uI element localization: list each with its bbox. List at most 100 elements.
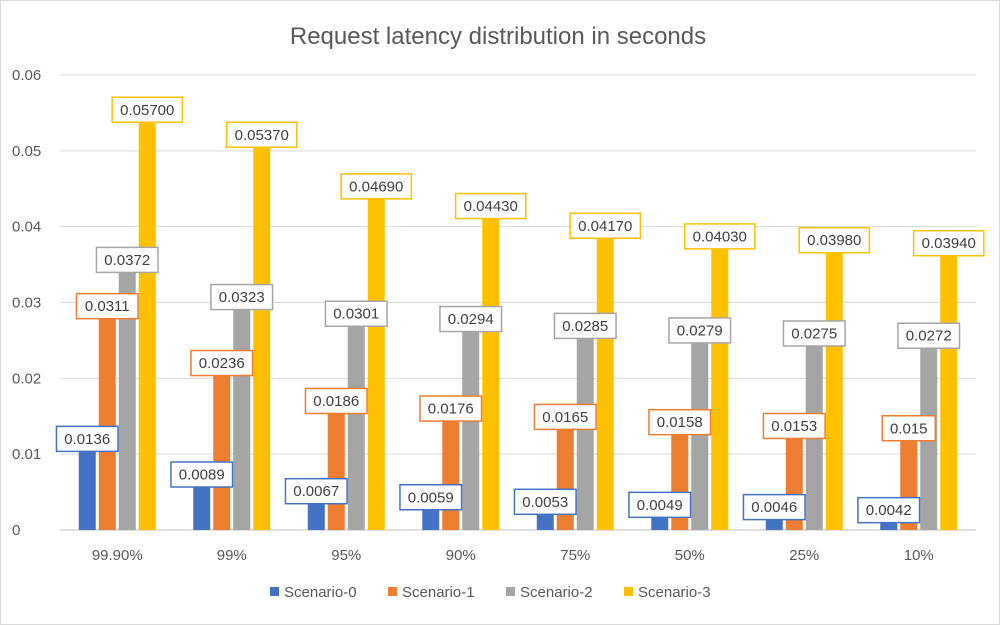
x-category-label: 10% <box>904 547 934 564</box>
data-label-text: 0.04430 <box>464 198 518 215</box>
x-axis-categories: 99.90% 99% 95% 90% 75% 50% 25% 10% <box>92 547 934 564</box>
data-label-box <box>170 461 234 488</box>
data-label-text: 0.03940 <box>922 235 976 252</box>
data-label-box <box>454 192 527 220</box>
data-label-scenario-1: 0.0153 <box>762 412 826 440</box>
y-tick-label: 0 <box>12 522 20 539</box>
bar-scenario-3 <box>596 213 614 530</box>
data-label-scenario-2: 0.0372 <box>95 246 159 274</box>
x-category-label: 90% <box>446 547 476 564</box>
legend-label: Scenario-0 <box>284 584 357 601</box>
data-label-text: 0.015 <box>890 420 928 437</box>
bar-scenario-3 <box>367 174 385 530</box>
legend-item-scenario-2: Scenario-2 <box>506 584 593 601</box>
bar-scenario-0 <box>78 426 96 530</box>
data-label-text: 0.0294 <box>448 311 494 328</box>
data-label-box <box>225 121 298 149</box>
legend-item-scenario-3: Scenario-3 <box>624 584 711 601</box>
data-label-scenario-0: 0.0049 <box>628 491 692 519</box>
data-label-text: 0.04030 <box>693 228 747 245</box>
legend-swatch <box>624 587 633 596</box>
data-label-box <box>75 292 139 320</box>
data-label-box <box>340 173 413 200</box>
data-label-text: 0.0311 <box>85 298 130 315</box>
data-label-text: 0.0067 <box>293 483 339 500</box>
data-label-box <box>324 300 388 327</box>
data-labels: 0.0136 0.0311 0.0372 0.05700 0.0089 0.0236 0.0… <box>55 96 985 524</box>
data-label-scenario-0: 0.0046 <box>742 493 806 521</box>
legend-label: Scenario-1 <box>402 584 475 601</box>
data-label-box <box>210 283 274 311</box>
bar-scenario-2 <box>347 301 365 530</box>
legend-item-scenario-0: Scenario-0 <box>270 584 357 601</box>
data-label-scenario-2: 0.0275 <box>782 320 846 347</box>
data-label-scenario-3: 0.04690 <box>340 173 413 200</box>
y-tick-label: 0.02 <box>12 370 41 387</box>
data-label-text: 0.0049 <box>637 497 683 514</box>
legend-label: Scenario-3 <box>638 584 711 601</box>
data-label-box <box>419 395 483 422</box>
data-label-scenario-3: 0.03980 <box>798 226 871 254</box>
x-category-label: 99.90% <box>92 547 143 564</box>
data-label-box <box>111 96 184 123</box>
x-category-label: 50% <box>675 547 705 564</box>
data-label-text: 0.0165 <box>542 409 588 426</box>
data-label-scenario-1: 0.0236 <box>190 349 254 377</box>
x-category-label: 95% <box>331 547 361 564</box>
data-label-box <box>798 226 871 254</box>
data-label-scenario-0: 0.0059 <box>399 484 463 511</box>
data-label-text: 0.0046 <box>751 499 797 516</box>
data-label-text: 0.0158 <box>657 414 703 431</box>
legend-swatch <box>270 587 279 596</box>
data-label-box <box>533 403 597 431</box>
y-tick-label: 0.03 <box>12 295 41 312</box>
data-label-box <box>881 415 936 442</box>
data-label-text: 0.04690 <box>349 178 403 195</box>
y-tick-label: 0.06 <box>12 67 41 84</box>
bar-scenario-2 <box>233 285 251 530</box>
y-axis-ticks: 0 0.01 0.02 0.03 0.04 0.05 0.06 <box>12 67 41 539</box>
data-label-scenario-1: 0.0176 <box>419 395 483 422</box>
data-label-scenario-2: 0.0323 <box>210 283 274 311</box>
data-label-text: 0.0059 <box>408 489 454 506</box>
data-label-text: 0.05700 <box>120 102 174 119</box>
data-label-scenario-0: 0.0042 <box>857 496 921 524</box>
data-label-scenario-3: 0.04030 <box>683 223 756 250</box>
data-label-box <box>628 491 692 519</box>
data-label-scenario-1: 0.0158 <box>648 408 712 436</box>
data-label-scenario-2: 0.0272 <box>897 322 961 349</box>
data-label-scenario-2: 0.0279 <box>668 317 732 344</box>
legend-item-scenario-1: Scenario-1 <box>388 584 475 601</box>
data-label-scenario-3: 0.05700 <box>111 96 184 123</box>
data-label-text: 0.0186 <box>313 393 359 410</box>
data-label-box <box>399 484 463 511</box>
gridlines <box>60 74 976 531</box>
data-label-scenario-1: 0.0165 <box>533 403 597 431</box>
data-label-scenario-2: 0.0285 <box>553 312 617 340</box>
bar-scenario-3 <box>482 194 500 530</box>
data-label-scenario-1: 0.0186 <box>304 387 368 415</box>
data-label-text: 0.0136 <box>64 431 110 448</box>
data-label-scenario-1: 0.0311 <box>75 292 139 320</box>
data-label-box <box>742 493 806 521</box>
data-label-box <box>683 223 756 250</box>
data-label-text: 0.0323 <box>219 289 265 306</box>
data-label-scenario-2: 0.0301 <box>324 300 388 327</box>
data-label-text: 0.0301 <box>333 306 379 323</box>
data-label-text: 0.0042 <box>866 502 912 519</box>
y-tick-label: 0.04 <box>12 219 41 236</box>
legend-label: Scenario-2 <box>520 584 593 601</box>
data-label-text: 0.04170 <box>578 218 632 235</box>
y-tick-label: 0.05 <box>12 143 41 160</box>
chart-title: Request latency distribution in seconds <box>290 23 706 50</box>
data-label-text: 0.0279 <box>677 322 723 339</box>
data-label-box <box>304 387 368 415</box>
data-label-box <box>912 229 985 257</box>
data-label-scenario-1: 0.015 <box>881 415 936 442</box>
data-label-scenario-3: 0.04430 <box>454 192 527 220</box>
data-label-text: 0.0272 <box>906 328 952 345</box>
data-label-scenario-2: 0.0294 <box>439 305 503 333</box>
data-label-box <box>668 317 732 344</box>
data-label-box <box>762 412 826 440</box>
